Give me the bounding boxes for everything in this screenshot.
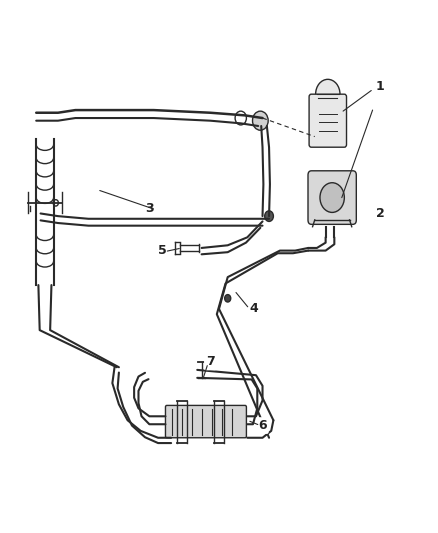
Text: 5: 5 <box>158 244 167 257</box>
Text: 7: 7 <box>206 356 215 368</box>
Text: 4: 4 <box>250 302 258 316</box>
Text: 2: 2 <box>376 207 385 220</box>
Circle shape <box>265 211 273 221</box>
Text: 1: 1 <box>376 80 385 93</box>
Text: 3: 3 <box>145 201 154 215</box>
Circle shape <box>225 295 231 302</box>
Circle shape <box>320 183 344 213</box>
Circle shape <box>316 79 340 109</box>
Text: 6: 6 <box>258 419 267 432</box>
Circle shape <box>253 111 268 130</box>
FancyBboxPatch shape <box>166 406 247 438</box>
FancyBboxPatch shape <box>308 171 356 224</box>
FancyBboxPatch shape <box>309 94 346 147</box>
